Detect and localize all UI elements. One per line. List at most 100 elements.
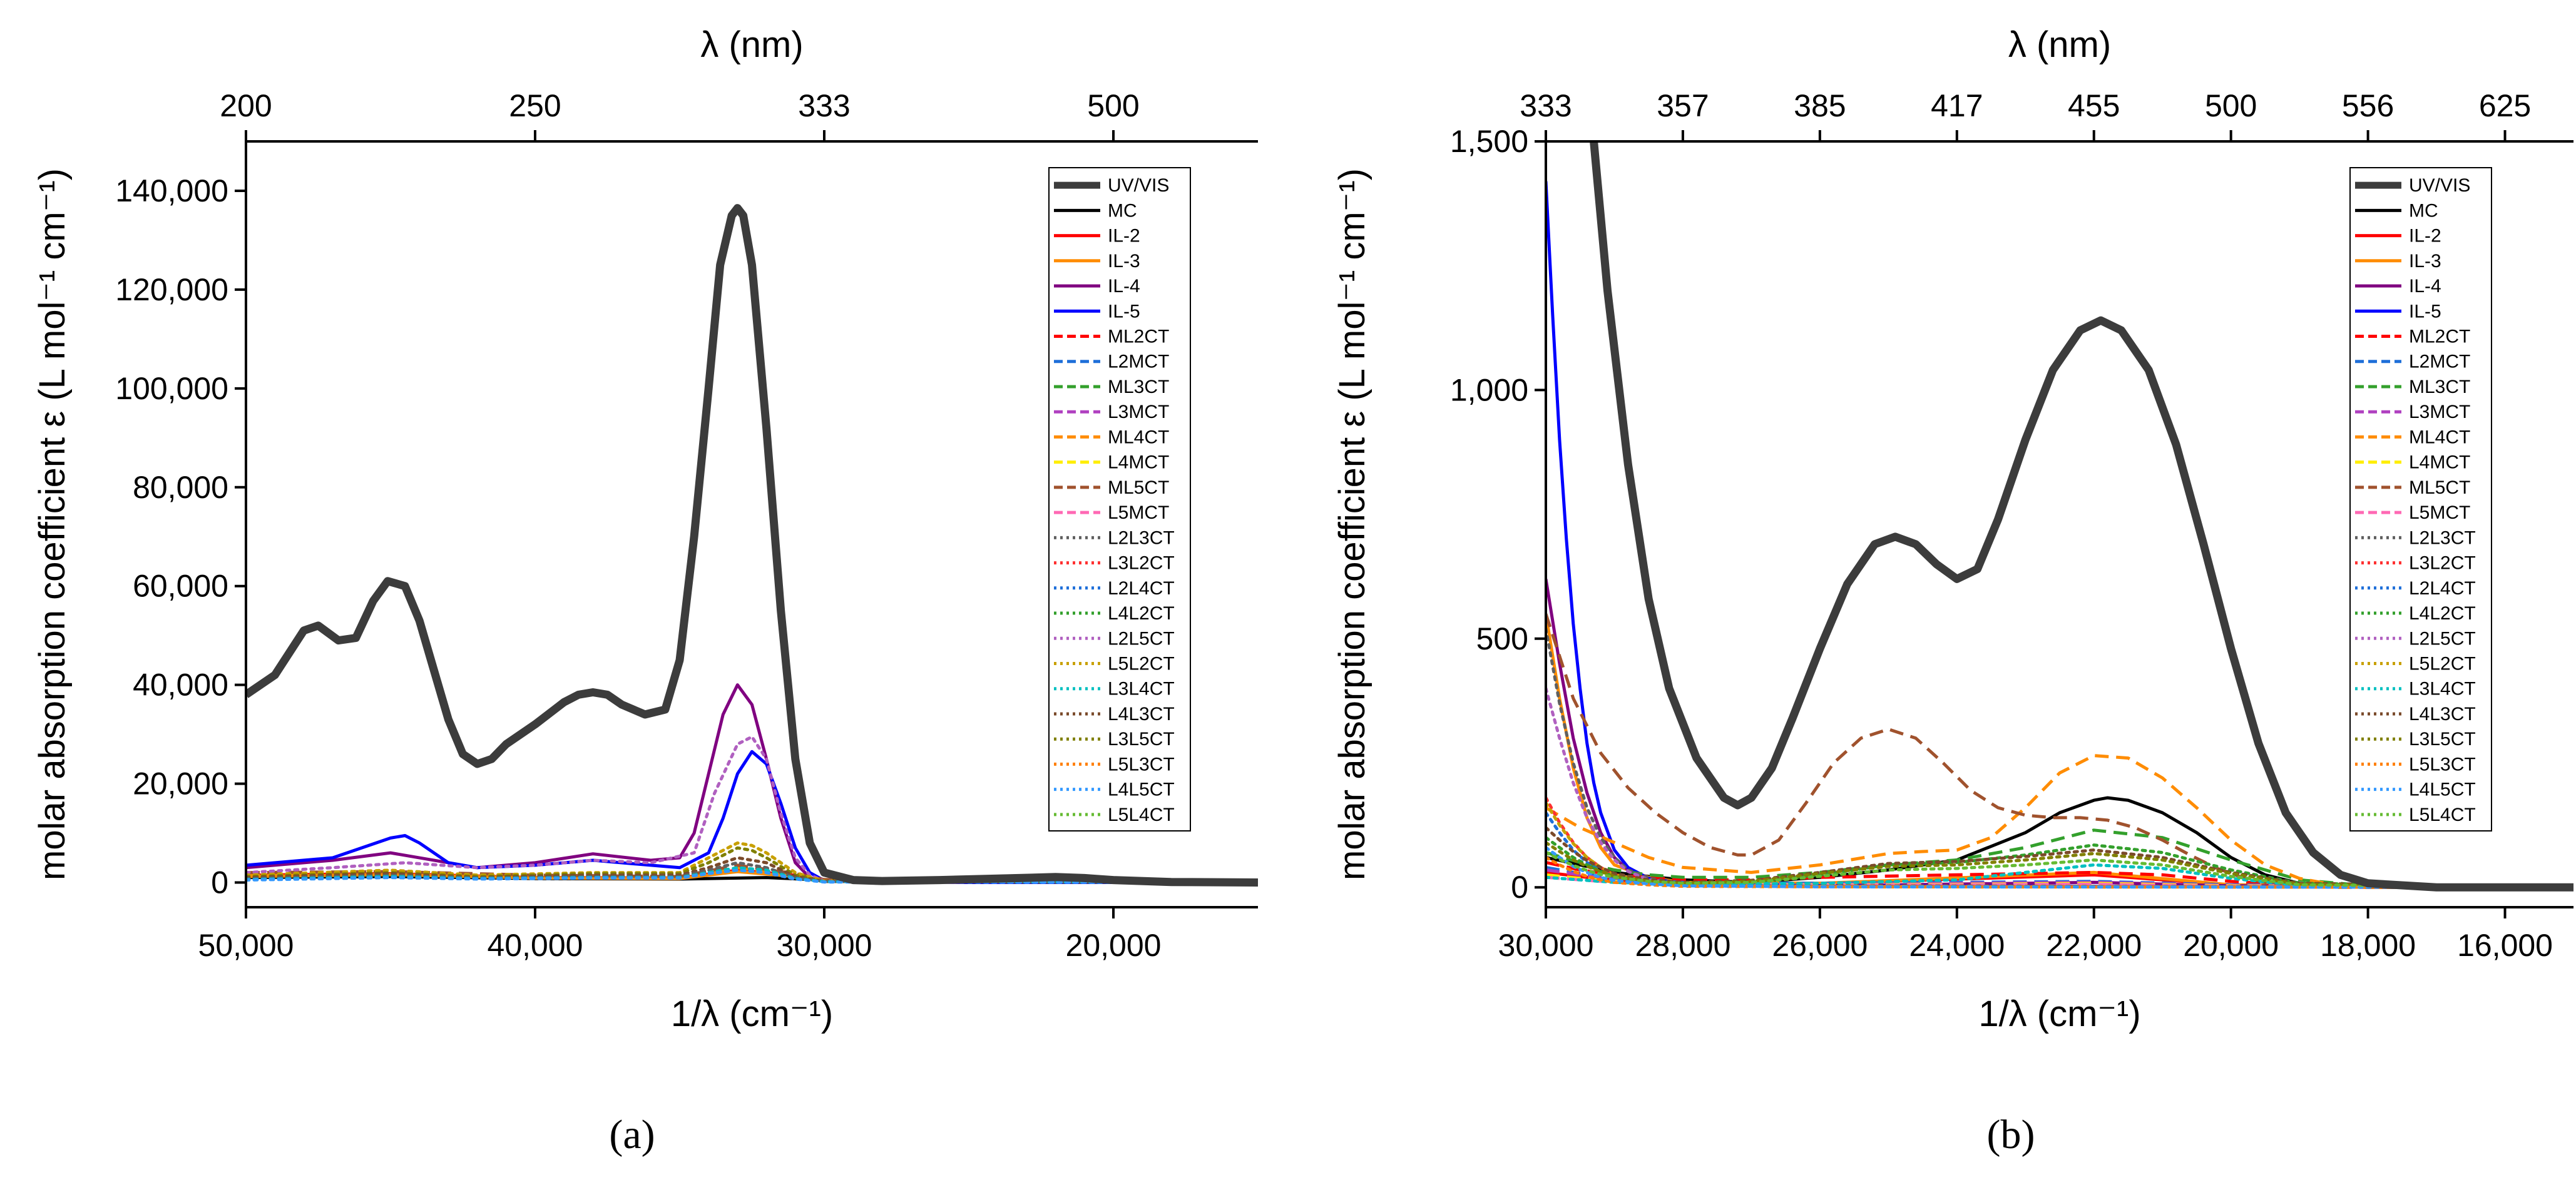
legend-label: L4L5CT <box>2409 780 2476 800</box>
y-tick-label: 100,000 <box>115 371 228 406</box>
legend-label: L5L4CT <box>2409 805 2476 825</box>
top-tick-label: 333 <box>1520 88 1572 123</box>
chart-panel-b: 30,000 28,000 26,000 24,000 22,000 20,000 18,0… <box>1332 24 2573 1034</box>
series-l4l3ct <box>1546 826 2573 889</box>
series-l2l5ct <box>1546 686 2573 889</box>
top-tick-label: 385 <box>1794 88 1846 123</box>
legend-label: L3L5CT <box>2409 729 2476 750</box>
legend-label: L3L5CT <box>1108 729 1175 750</box>
legend-label: L5MCT <box>1108 502 1169 523</box>
top-tick-label: 357 <box>1657 88 1709 123</box>
legend-label: MC <box>1108 200 1137 221</box>
legend-label: ML3CT <box>2409 377 2470 397</box>
legend-label: ML4CT <box>1108 427 1169 447</box>
y-tick-label: 60,000 <box>133 569 228 604</box>
panel-label-b: (b) <box>1987 1112 2035 1157</box>
top-axis-title: λ (nm) <box>700 24 803 65</box>
y-tick-label: 500 <box>1476 621 1528 656</box>
series-uv-vis <box>1590 141 2573 892</box>
legend-label: ML3CT <box>1108 377 1169 397</box>
y-tick-label: 0 <box>211 865 228 900</box>
y-axis-title: molar absorption coefficient ε (L mol⁻¹ … <box>32 168 73 880</box>
x-tick-label: 30,000 <box>777 928 872 963</box>
legend-label: MC <box>2409 200 2438 221</box>
x-tick-label: 28,000 <box>1635 928 1730 963</box>
top-tick-label: 417 <box>1931 88 1983 123</box>
series-l3l5ct <box>1546 841 2573 889</box>
panel-label-a: (a) <box>609 1112 655 1157</box>
x-tick-label: 40,000 <box>488 928 583 963</box>
legend-label: L4MCT <box>2409 452 2470 473</box>
legend-label: L4L2CT <box>2409 603 2476 624</box>
legend-label: L5L2CT <box>2409 654 2476 674</box>
top-tick-label: 500 <box>2205 88 2257 123</box>
y-tick-label: 20,000 <box>133 766 228 801</box>
series-l4l5ct <box>246 868 1258 884</box>
legend-label: IL-5 <box>1108 301 1140 322</box>
legend-label: L3L2CT <box>2409 553 2476 574</box>
legend-label: L3L2CT <box>1108 553 1175 574</box>
series-group <box>246 204 1258 887</box>
legend-label: L3MCT <box>2409 402 2470 422</box>
legend-label: ML5CT <box>1108 477 1169 498</box>
x-tick-label: 30,000 <box>1498 928 1594 963</box>
legend-label: L2L4CT <box>1108 578 1175 599</box>
legend-label: IL-2 <box>1108 226 1140 247</box>
series-ml3ct <box>1546 828 2573 889</box>
series-il-5 <box>246 750 1258 884</box>
legend-label: ML2CT <box>1108 327 1169 347</box>
legend: UV/VIS MC IL-2 IL-3 IL-4 IL-5 ML2CT L2MCT ML3CT L… <box>2349 167 2492 832</box>
legend-label: IL-3 <box>2409 251 2441 272</box>
x-tick-label: 26,000 <box>1772 928 1868 963</box>
legend-label: L4L3CT <box>2409 704 2476 725</box>
y-tick-label: 1,000 <box>1450 372 1528 407</box>
top-tick-label: 333 <box>798 88 850 123</box>
legend-label: L2L3CT <box>1108 527 1175 548</box>
y-axis-title: molar absorption coefficient ε (L mol⁻¹ … <box>1332 168 1372 880</box>
top-tick-label: 250 <box>509 88 561 123</box>
top-tick-label: 200 <box>220 88 272 123</box>
chart-panel-a: 50,000 40,000 30,000 20,000 200 250 333 500 0 20,… <box>32 24 1258 1034</box>
series-ml4ct <box>1546 754 2573 889</box>
legend-label: L3L4CT <box>2409 679 2476 699</box>
series-l4l5ct <box>1546 846 2573 889</box>
legend-box <box>2349 167 2492 832</box>
y-tick-label: 80,000 <box>133 470 228 505</box>
x-axis-title: 1/λ (cm⁻¹) <box>671 994 833 1034</box>
legend-label: L5L2CT <box>1108 654 1175 674</box>
legend-box <box>1048 167 1191 832</box>
legend-label: ML2CT <box>2409 327 2470 347</box>
legend-label: L4L2CT <box>1108 603 1175 624</box>
legend-label: ML5CT <box>2409 477 2470 498</box>
x-tick-label: 50,000 <box>198 928 294 963</box>
series-ml5ct <box>246 863 1258 884</box>
legend-label: L2MCT <box>1108 352 1169 372</box>
x-tick-label: 20,000 <box>2183 928 2279 963</box>
legend-label: IL-4 <box>2409 276 2441 297</box>
y-tick-label: 0 <box>1511 870 1528 905</box>
legend-label: L3L4CT <box>1108 679 1175 699</box>
legend-label: IL-4 <box>1108 276 1140 297</box>
top-tick-label: 625 <box>2479 88 2531 123</box>
y-tick-label: 120,000 <box>115 272 228 307</box>
series-l5l2ct <box>246 841 1258 884</box>
y-tick-label: 1,500 <box>1450 124 1528 159</box>
top-tick-label: 455 <box>2068 88 2120 123</box>
x-tick-label: 24,000 <box>1909 928 2005 963</box>
legend-label: L2L5CT <box>1108 628 1175 649</box>
legend-label: UV/VIS <box>1108 175 1169 196</box>
legend-label: L5L3CT <box>1108 754 1175 775</box>
legend-label: L5L3CT <box>2409 754 2476 775</box>
x-tick-label: 18,000 <box>2320 928 2416 963</box>
legend-label: L5MCT <box>2409 502 2470 523</box>
legend-label: IL-2 <box>2409 226 2441 247</box>
top-axis-title: λ (nm) <box>2008 24 2111 65</box>
legend-label: L2MCT <box>2409 352 2470 372</box>
legend: UV/VIS MC IL-2 IL-3 IL-4 IL-5 ML2CT L2MCT ML3CT L… <box>1048 167 1191 832</box>
legend-label: L3MCT <box>1108 402 1169 422</box>
series-l3l4ct <box>1546 863 2573 889</box>
series-l2l5ct <box>246 735 1258 884</box>
series-mc <box>1546 796 2573 889</box>
x-tick-label: 20,000 <box>1066 928 1162 963</box>
